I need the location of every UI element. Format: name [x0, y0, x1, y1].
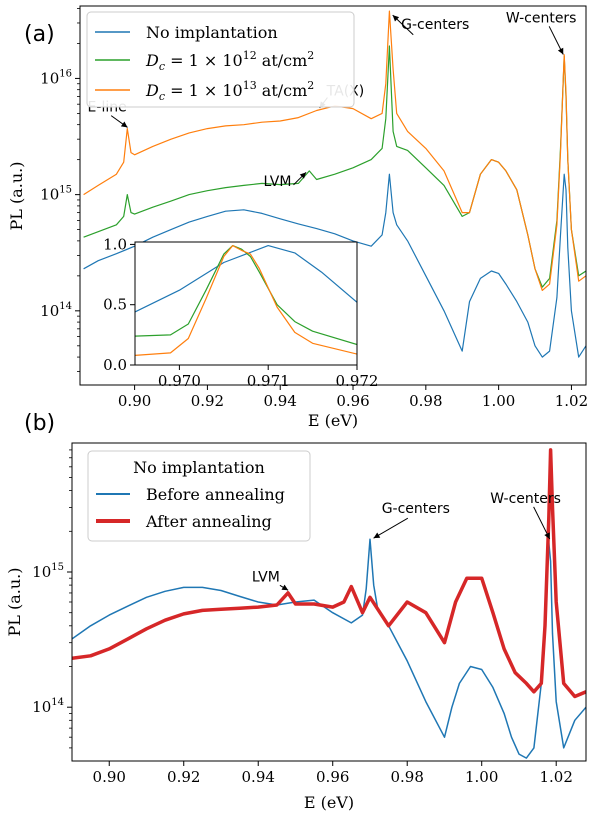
a-series-line-1: [83, 45, 586, 288]
a-x-tick-label: 0.90: [118, 392, 151, 410]
inset-ticks: 0.970 0.971 0.972 0.0 0.5 1.0: [103, 235, 378, 390]
b-legend-label-1: After annealing: [145, 512, 272, 531]
a-series-line-2: [83, 10, 586, 291]
inset-x-tick-label: 0.972: [336, 372, 379, 390]
inset-x-tick-label: 0.970: [158, 372, 201, 390]
b-legend-entry-1: After annealing: [96, 512, 272, 531]
a-legend-label-0: No implantation: [146, 23, 278, 42]
a-annotation-g-centers: G-centers: [401, 17, 469, 33]
panel-a-label: (a): [24, 22, 55, 47]
b-series-lines: [72, 448, 586, 759]
a-y-axis-label: PL (a.u.): [7, 162, 26, 231]
a-plot-frame: [79, 5, 587, 386]
b-x-tick-label: 0.92: [167, 768, 200, 786]
b-series-line-0: [72, 538, 586, 759]
panel-b: (b) 0.90 0.92 0.94 0.96 0.98 1.00 1.02 1014 1015…: [5, 411, 587, 812]
b-annotation-arrow: [373, 517, 409, 539]
a-annotation-arrowhead: [392, 15, 400, 22]
inset-frame: [134, 241, 358, 366]
a-x-tick-label: 0.96: [336, 392, 369, 410]
b-y-tick-label: 1015: [32, 562, 64, 581]
b-annotation-arrow: [533, 506, 551, 540]
inset-series-line-0: [135, 245, 357, 313]
b-annotation-lvm: LVM: [252, 569, 280, 585]
a-legend-entry-0: No implantation: [95, 23, 278, 42]
plot-b-area: 0.90 0.92 0.94 0.96 0.98 1.00 1.02 1014 1015 LVM…: [32, 442, 587, 786]
inset-x-tick-label: 0.971: [247, 372, 290, 390]
b-legend-title: No implantation: [133, 458, 265, 477]
a-y-tick-label: 1016: [40, 68, 72, 87]
a-x-tick-label: 0.94: [264, 392, 297, 410]
b-y-axis-label: PL (a.u.): [5, 568, 24, 637]
b-plot-frame: [71, 442, 587, 762]
b-x-tick-label: 0.98: [391, 768, 424, 786]
a-annotation-arrowhead: [299, 172, 307, 179]
a-ticks: 0.90 0.92 0.94 0.96 0.98 1.00 1.02 1014 1015 1016: [40, 8, 588, 410]
a-x-tick-label: 1.02: [555, 392, 588, 410]
inset-y-tick-label: 0.0: [103, 356, 127, 374]
inset-series-line-2: [135, 245, 357, 356]
a-series-line-0: [83, 173, 586, 358]
a-annotation-lvm: LVM: [264, 174, 292, 190]
b-annotation-arrowhead: [281, 584, 289, 591]
a-y-tick-label: 1014: [40, 301, 72, 320]
inset-series-line-1: [135, 245, 357, 346]
b-x-tick-label: 1.00: [465, 768, 498, 786]
b-legend-entry-0: Before annealing: [96, 485, 285, 504]
b-x-tick-label: 0.96: [316, 768, 349, 786]
b-ticks: 0.90 0.92 0.94 0.96 0.98 1.00 1.02 1014 1015: [32, 449, 573, 786]
a-x-tick-label: 0.98: [409, 392, 442, 410]
a-legend: No implantation Dc = 1 × 1012 at/cm2 Dc …: [86, 11, 355, 108]
a-legend-entry-2: Dc = 1 × 1013 at/cm2: [95, 79, 314, 103]
a-annotation-w-centers: W-centers: [506, 10, 577, 26]
a-legend-entry-1: Dc = 1 × 1012 at/cm2: [95, 49, 314, 73]
b-x-tick-label: 0.90: [93, 768, 126, 786]
b-series-line-1: [72, 448, 586, 699]
b-legend: No implantation Before annealing After a…: [87, 450, 311, 542]
b-annotation-arrowhead: [373, 532, 381, 539]
b-legend-label-0: Before annealing: [146, 485, 285, 504]
inset-y-tick-label: 0.5: [103, 296, 127, 314]
a-series-lines: [83, 10, 586, 358]
a-annotation-arrowhead: [120, 121, 128, 128]
a-annotation-arrowhead: [557, 47, 564, 55]
a-x-tick-label: 1.00: [482, 392, 515, 410]
inset-series-lines: [135, 245, 357, 356]
b-annotations: LVM G-centers W-centers: [252, 491, 561, 591]
a-x-tick-label: 0.92: [191, 392, 224, 410]
b-x-tick-label: 1.02: [539, 768, 572, 786]
b-x-axis-label: E (eV): [304, 793, 354, 812]
panel-a: (a) 0.90 0.92 0.94 0.96 0.98 1.00 1.02 1014 1015…: [7, 5, 588, 430]
a-y-tick-label: 1015: [40, 185, 72, 204]
inset-y-tick-label: 1.0: [103, 235, 127, 253]
plot-a-area: 0.90 0.92 0.94 0.96 0.98 1.00 1.02 1014 1015 1016…: [40, 5, 588, 410]
panel-b-label: (b): [24, 411, 55, 436]
b-annotation-w-centers: W-centers: [490, 491, 561, 507]
a-legend-frame: [86, 11, 355, 108]
a-x-axis-label: E (eV): [308, 411, 358, 430]
b-annotation-g-centers: G-centers: [382, 501, 450, 517]
inset-plot: 0.970 0.971 0.972 0.0 0.5 1.0: [103, 235, 378, 390]
a-legend-label-2: Dc = 1 × 1013 at/cm2: [145, 79, 314, 103]
a-legend-label-1: Dc = 1 × 1012 at/cm2: [145, 49, 314, 73]
b-x-tick-label: 0.94: [242, 768, 275, 786]
b-annotation-arrowhead: [544, 532, 550, 540]
b-legend-frame: [87, 450, 311, 542]
b-y-tick-label: 1014: [32, 697, 64, 716]
